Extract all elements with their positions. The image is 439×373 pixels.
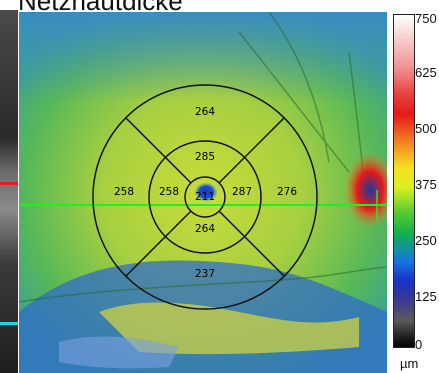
- thickness-inner-nasal[interactable]: 287: [232, 186, 252, 198]
- colorbar-tick-500: 500: [415, 121, 437, 136]
- colorbar-tick-375: 375: [415, 177, 437, 192]
- bscan-marker-cyan: [0, 322, 18, 325]
- colorbar-tick-750: 750: [415, 11, 437, 26]
- map-vessels: [19, 12, 387, 303]
- colorbar-tick-625: 625: [415, 65, 437, 80]
- thickness-map[interactable]: 211 285 258 287 264 264 258 276 237: [19, 12, 387, 373]
- bscan-marker-red: [0, 182, 18, 185]
- thickness-inner-superior[interactable]: 285: [195, 151, 215, 163]
- etdrs-grid: [92, 84, 318, 310]
- colorbar-gradient: [393, 14, 415, 348]
- grid-center-circle: [184, 176, 226, 218]
- map-top-shade: [19, 12, 387, 102]
- colorbar-tick-250: 250: [415, 233, 437, 248]
- thickness-inner-temporal[interactable]: 258: [159, 186, 179, 198]
- fovea-pit: [194, 182, 218, 202]
- thickness-center[interactable]: 211: [195, 191, 215, 203]
- map-lower-patch: [59, 336, 179, 369]
- thickness-outer-superior[interactable]: 264: [195, 106, 215, 118]
- colorbar-tick-0: 0: [415, 337, 423, 352]
- thickness-outer-temporal[interactable]: 258: [114, 186, 134, 198]
- grid-inner-circle: [148, 140, 262, 254]
- colorbar-tick-125: 125: [415, 289, 437, 304]
- colorbar-unit: µm: [400, 356, 419, 371]
- thickness-inner-inferior[interactable]: 264: [195, 223, 215, 235]
- thickness-colorbar: 750 625 500 375 250 125 0 µm: [393, 11, 439, 373]
- map-lower-yellow: [99, 302, 359, 355]
- thickness-outer-nasal[interactable]: 276: [277, 186, 297, 198]
- bscan-thumbnail[interactable]: [0, 10, 18, 373]
- thickness-map-svg: 211 285 258 287 264 264 258 276 237: [19, 12, 387, 373]
- grid-outer-circle: [92, 84, 318, 310]
- thickness-outer-inferior[interactable]: 237: [195, 268, 215, 280]
